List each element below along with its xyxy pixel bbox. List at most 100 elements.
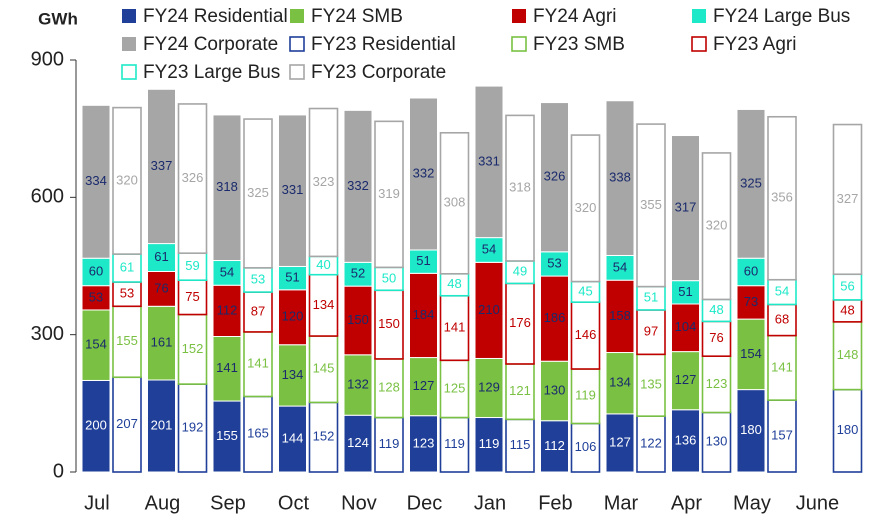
bar-segment [81, 309, 111, 381]
value-label: 331 [478, 153, 500, 168]
value-label: 317 [675, 200, 697, 215]
bar-segment [308, 107, 339, 258]
value-label: 132 [347, 376, 369, 391]
value-label: 76 [709, 330, 723, 345]
bar-segment [409, 415, 438, 473]
value-label: 119 [479, 436, 500, 451]
value-label: 150 [347, 312, 369, 327]
value-label: 134 [609, 375, 631, 390]
value-label: 50 [382, 270, 396, 285]
bar-segment [343, 285, 373, 356]
value-label: 157 [771, 428, 793, 443]
value-label: 122 [640, 436, 662, 451]
value-label: 134 [313, 297, 335, 312]
y-axis-label: GWh [38, 9, 78, 28]
value-label: 318 [509, 180, 531, 195]
value-label: 130 [706, 434, 728, 449]
value-label: 326 [544, 169, 566, 184]
bar-segment [112, 106, 142, 255]
value-label: 68 [775, 311, 789, 326]
value-label: 338 [609, 170, 631, 185]
legend-swatch [512, 9, 526, 23]
x-tick-label: May [733, 492, 771, 514]
bar-segment [439, 359, 470, 419]
legend-label: FY24 Large Bus [713, 6, 850, 27]
bar-segment [308, 335, 339, 404]
bar-segment [570, 301, 601, 370]
value-label: 154 [85, 337, 107, 352]
value-label: 48 [447, 276, 461, 291]
value-label: 210 [478, 302, 500, 317]
value-label: 155 [116, 333, 138, 348]
value-label: 319 [378, 186, 400, 201]
x-tick-label: Sep [210, 492, 246, 514]
value-label: 326 [182, 170, 204, 185]
value-label: 355 [640, 197, 662, 212]
legend-swatch [692, 9, 706, 23]
bar-segment [605, 413, 635, 473]
x-tick-label: Dec [407, 492, 443, 514]
value-label: 146 [575, 327, 597, 342]
value-label: 123 [706, 376, 728, 391]
bar-segment [736, 108, 766, 259]
value-label: 161 [151, 335, 173, 350]
y-tick-label: 600 [31, 186, 64, 208]
legend-label: FY23 SMB [533, 34, 625, 55]
legend-label: FY23 Residential [311, 34, 456, 55]
value-label: 59 [185, 258, 199, 273]
value-label: 73 [744, 294, 758, 309]
value-label: 180 [837, 422, 859, 437]
value-label: 325 [247, 185, 269, 200]
value-label: 135 [640, 377, 662, 392]
bar-segment [212, 335, 242, 402]
value-label: 150 [378, 316, 400, 331]
bar-segment [767, 399, 797, 473]
x-tick-label: June [796, 492, 839, 514]
bar-segment [278, 405, 307, 473]
value-label: 120 [282, 309, 304, 324]
legend-swatch [122, 37, 136, 51]
bar-segment [767, 303, 797, 337]
value-label: 112 [544, 438, 565, 453]
value-label: 180 [740, 422, 762, 437]
value-label: 154 [740, 346, 762, 361]
value-label: 325 [740, 175, 762, 190]
bar-segment [570, 422, 601, 473]
value-label: 158 [609, 308, 631, 323]
value-label: 40 [316, 257, 330, 272]
bar-segment [767, 278, 797, 306]
value-label: 331 [282, 182, 304, 197]
value-label: 53 [547, 255, 561, 270]
legend-swatch [691, 36, 707, 52]
legend-swatch [290, 9, 304, 23]
value-label: 318 [216, 179, 238, 194]
legend-label: FY23 Agri [713, 34, 796, 55]
bar-segment [374, 289, 404, 360]
value-label: 56 [840, 278, 854, 293]
value-label: 152 [182, 341, 204, 356]
bar-segment [701, 152, 732, 301]
value-label: 60 [89, 263, 103, 278]
legend-swatch [511, 36, 527, 52]
bar-segment [605, 279, 635, 354]
x-tick-label: Jan [474, 492, 506, 514]
bar-segment [177, 313, 208, 385]
value-label: 51 [678, 284, 692, 299]
bar-segment [605, 254, 635, 281]
value-label: 334 [85, 173, 107, 188]
bar-segment [243, 267, 273, 293]
legend-swatch [289, 64, 305, 80]
bar-segment [540, 360, 569, 422]
value-label: 53 [120, 286, 134, 301]
value-label: 165 [247, 426, 269, 441]
x-tick-label: Jul [84, 492, 110, 514]
value-label: 207 [116, 416, 138, 431]
bar-segment [767, 115, 797, 281]
value-label: 125 [444, 380, 466, 395]
legend-swatch [121, 64, 137, 80]
bar-segment [278, 114, 307, 267]
value-label: 51 [416, 253, 430, 268]
y-tick-label: 300 [31, 323, 64, 345]
value-label: 320 [116, 172, 138, 187]
x-tick-label: Oct [278, 492, 310, 514]
